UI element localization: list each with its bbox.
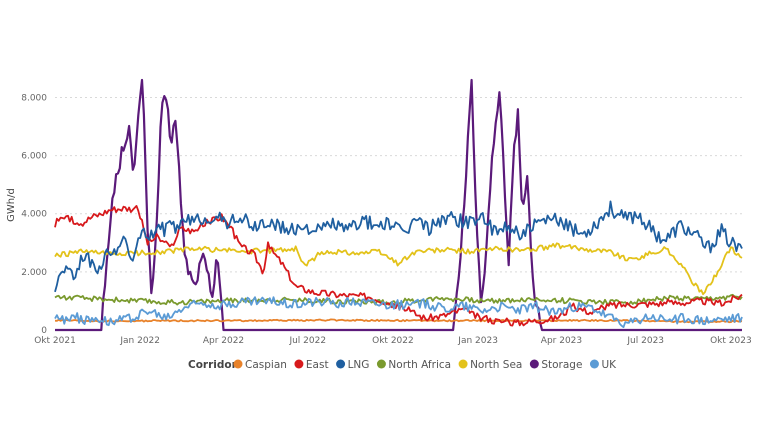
series-line-lng: [54, 200, 743, 293]
legend-item-label: East: [306, 359, 329, 371]
legend-marker: [294, 359, 304, 369]
series-line-uk: [54, 296, 743, 329]
y-tick-label: 6.000: [21, 152, 47, 162]
legend-marker: [336, 359, 346, 369]
y-tick-label: 4.000: [21, 210, 47, 220]
legend: Corridor Caspian East LNG North Africa North…: [188, 359, 617, 371]
legend-item-label: North Africa: [388, 359, 451, 371]
x-tick-label: Okt 2022: [372, 336, 414, 346]
x-axis-ticks: Okt 2021 Jan 2022 Apr 2022 Jul 2022 Okt 2022…: [34, 336, 751, 346]
legend-marker: [376, 359, 386, 369]
legend-item-label: UK: [601, 359, 617, 371]
x-tick-label: Okt 2021: [34, 336, 76, 346]
y-tick-label: 8.000: [21, 93, 47, 103]
legend-item-label: LNG: [348, 359, 370, 371]
legend-marker: [233, 359, 243, 369]
legend-marker: [589, 359, 599, 369]
x-tick-label: Jul 2023: [626, 336, 664, 346]
series-line-caspian: [54, 318, 743, 324]
x-tick-label: Jan 2022: [119, 336, 160, 346]
legend-item-label: Storage: [541, 359, 582, 371]
x-tick-label: Okt 2023: [710, 336, 752, 346]
y-axis-ticks: 0 2.000 4.000 6.000 8.000: [21, 93, 47, 336]
x-tick-label: Apr 2022: [203, 336, 244, 346]
y-tick-label: 2.000: [21, 268, 47, 278]
x-tick-label: Jul 2022: [288, 336, 326, 346]
series-line-storage: [55, 78, 742, 332]
legend-title: Corridor: [188, 359, 238, 371]
series-lines: [54, 78, 743, 332]
series-line-north-sea: [54, 242, 743, 296]
legend-item-label: Caspian: [245, 359, 287, 371]
x-tick-label: Apr 2023: [541, 336, 582, 346]
legend-item-label: North Sea: [470, 359, 522, 371]
x-tick-label: Jan 2023: [457, 336, 498, 346]
legend-marker: [529, 359, 539, 369]
y-tick-label: 0: [41, 326, 47, 336]
legend-marker: [458, 359, 468, 369]
y-axis-label: GWh/d: [6, 188, 17, 222]
